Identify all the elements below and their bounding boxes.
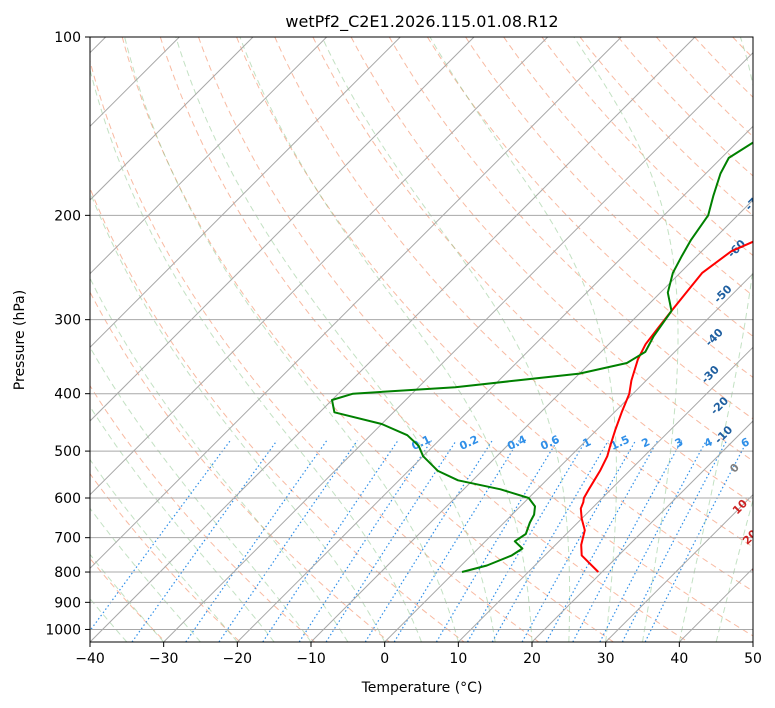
mixing-ratio-line bbox=[466, 440, 587, 642]
x-tick-label: 40 bbox=[670, 651, 688, 667]
isotherm-line bbox=[310, 199, 753, 642]
dry-adiabat-line bbox=[90, 291, 390, 642]
x-tick-label: −30 bbox=[149, 651, 179, 667]
x-tick-label: 30 bbox=[597, 651, 615, 667]
isotherm-line bbox=[236, 125, 753, 642]
plot-frame bbox=[89, 36, 754, 643]
dry-adiabat-line bbox=[465, 37, 753, 337]
moist-adiabat-line bbox=[239, 37, 533, 642]
x-tick-label: 20 bbox=[523, 651, 541, 667]
dry-adiabat-line bbox=[90, 59, 540, 642]
isotherm-line bbox=[90, 37, 549, 496]
dry-adiabat-line bbox=[350, 37, 753, 462]
y-tick-label: 300 bbox=[54, 313, 81, 329]
moist-adiabat-line bbox=[678, 37, 753, 642]
moist-adiabat-line bbox=[90, 458, 238, 642]
line-annotation-label: -70 bbox=[743, 190, 766, 213]
y-tick-label: 700 bbox=[54, 531, 81, 547]
moist-adiabat-line bbox=[321, 37, 571, 642]
x-axis-label: Temperature (°C) bbox=[361, 680, 483, 696]
moist-adiabat-line bbox=[573, 37, 679, 642]
x-tick-label: −40 bbox=[75, 651, 105, 667]
x-axis-ticks: −40 −30 −20 −10 0 10 20 30 40 50 bbox=[75, 642, 762, 667]
dry-adiabat-line bbox=[159, 37, 689, 642]
mixing-ratio-line bbox=[521, 440, 637, 642]
moist-adiabat-line bbox=[715, 498, 753, 642]
isotherm-line bbox=[605, 493, 753, 642]
y-tick-label: 600 bbox=[54, 491, 81, 507]
isotherm-line bbox=[90, 37, 328, 275]
isotherm-line bbox=[90, 37, 254, 201]
mixing-ratio-line bbox=[644, 440, 748, 642]
dry-adiabat-line bbox=[274, 37, 753, 548]
y-tick-label: 900 bbox=[54, 595, 81, 611]
profile-series bbox=[331, 141, 753, 573]
y-tick-label: 500 bbox=[54, 444, 81, 460]
isotherm-line bbox=[163, 51, 753, 642]
mixing-ratio-line bbox=[262, 440, 399, 642]
mixing-ratio-line bbox=[298, 440, 432, 642]
dry-adiabat-line bbox=[198, 37, 753, 637]
y-tick-label: 400 bbox=[54, 387, 81, 403]
moist-adiabat-line bbox=[90, 507, 201, 642]
x-tick-label: 0 bbox=[380, 651, 389, 667]
mixing-ratio-line bbox=[545, 440, 659, 642]
moist-adiabat-line bbox=[124, 37, 459, 642]
isotherm-line bbox=[90, 37, 475, 422]
y-tick-label: 800 bbox=[54, 565, 81, 581]
y-tick-label: 1000 bbox=[45, 622, 81, 638]
y-axis-label: Pressure (hPa) bbox=[12, 290, 28, 390]
moist-adiabat-line bbox=[429, 37, 617, 642]
dry-adiabat-line bbox=[541, 37, 753, 257]
dry-adiabat-line bbox=[579, 37, 753, 217]
x-tick-label: 10 bbox=[449, 651, 467, 667]
isotherm-line bbox=[90, 37, 696, 642]
mixing-ratio-line bbox=[131, 440, 278, 642]
dry-adiabat-line bbox=[121, 37, 614, 642]
isotherm-line bbox=[457, 346, 753, 642]
isotherm-line bbox=[384, 272, 753, 642]
moist-adiabat-line bbox=[175, 37, 496, 642]
dry-adiabat-line bbox=[312, 37, 753, 505]
isotherm-line bbox=[531, 420, 753, 642]
x-tick-label: −20 bbox=[223, 651, 253, 667]
dry-adiabat-line bbox=[426, 37, 753, 378]
mixing-ratio-line bbox=[572, 440, 683, 642]
isotherm-line bbox=[90, 37, 401, 349]
mixing-ratio-line bbox=[185, 440, 328, 642]
line-annotation-label: 30 bbox=[750, 558, 770, 578]
mixing-ratio-line bbox=[435, 440, 558, 642]
y-axis-ticks: 100 200 300 400 500 600 700 800 900 1000 bbox=[45, 30, 90, 638]
profile-line bbox=[579, 240, 753, 573]
x-tick-label: 50 bbox=[744, 651, 762, 667]
moist-adiabat-line bbox=[90, 67, 422, 642]
y-tick-label: 100 bbox=[54, 30, 81, 46]
isotherm-line bbox=[90, 37, 622, 570]
x-tick-label: −10 bbox=[296, 651, 326, 667]
dry-adiabat-line bbox=[236, 37, 753, 592]
mixing-ratio-line bbox=[90, 440, 231, 632]
profile-line bbox=[331, 141, 753, 573]
mixing-ratio-line bbox=[325, 440, 457, 642]
dry-adiabat-line bbox=[90, 186, 465, 642]
chart-title: wetPf2_C2E1.2026.115.01.08.R12 bbox=[285, 12, 558, 32]
mixing-ratio-line bbox=[491, 440, 609, 642]
mixing-ratio-line bbox=[364, 440, 493, 642]
grid-lines bbox=[90, 37, 753, 642]
y-tick-label: 200 bbox=[54, 208, 81, 224]
background-lines bbox=[90, 37, 753, 642]
